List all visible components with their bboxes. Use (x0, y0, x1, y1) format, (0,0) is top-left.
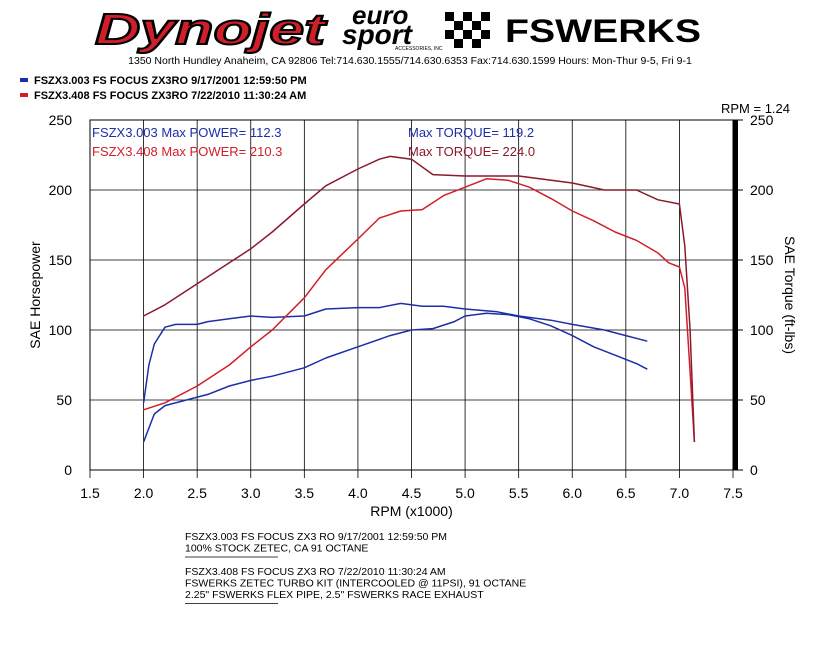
x-tick-label: 5.5 (509, 485, 529, 501)
y2-tick-label: 150 (750, 252, 774, 268)
address: 1350 North Hundley Anaheim, CA 92806 Tel… (128, 55, 692, 67)
x-tick-label: 3.0 (241, 485, 261, 501)
x-tick-label: 4.0 (348, 485, 368, 501)
annotation: Max TORQUE= 224.0 (408, 144, 535, 159)
legend-swatch (20, 93, 28, 97)
y2-axis-label: SAE Torque (ft-lbs) (782, 236, 798, 354)
y-tick-label: 100 (49, 322, 73, 338)
x-tick-label: 6.5 (616, 485, 636, 501)
note-line: FSZX3.003 FS FOCUS ZX3 RO 9/17/2001 12:5… (185, 531, 447, 543)
y2-tick-label: 50 (750, 392, 766, 408)
y2-tick-label: 0 (750, 462, 758, 478)
note-line: 100% STOCK ZETEC, CA 91 OCTANE (185, 543, 368, 555)
x-tick-label: 3.5 (295, 485, 315, 501)
annotation: FSZX3.003 Max POWER= 112.3 (92, 125, 281, 140)
x-tick-label: 6.0 (563, 485, 583, 501)
series-line (143, 178, 696, 443)
checker-flag (445, 12, 490, 48)
note-line: 2.25" FSWERKS FLEX PIPE, 2.5" FSWERKS RA… (185, 589, 484, 601)
y-tick-label: 0 (64, 462, 72, 478)
legend-swatch (20, 78, 28, 82)
legend-text: FSZX3.408 FS FOCUS ZX3RO 7/22/2010 11:30… (34, 90, 306, 102)
logo-fswerks: FSWERKS (505, 13, 701, 49)
y2-tick-label: 100 (750, 322, 774, 338)
logo-accessories: ACCESSORIES, INC (395, 46, 443, 52)
right-axis-bar (733, 120, 738, 470)
series-line (143, 155, 696, 443)
y-axis-label: SAE Horsepower (27, 241, 43, 349)
logo-euro: euro (352, 0, 408, 30)
x-tick-label: 1.5 (80, 485, 100, 501)
x-axis-label: RPM (x1000) (370, 503, 452, 519)
annotation: FSZX3.408 Max POWER= 210.3 (92, 144, 282, 159)
series-line (142, 312, 648, 443)
annotation: Max TORQUE= 119.2 (408, 125, 534, 140)
legend-text: FSZX3.003 FS FOCUS ZX3RO 9/17/2001 12:59… (34, 75, 307, 87)
note-line: FSZX3.408 FS FOCUS ZX3 RO 7/22/2010 11:3… (185, 566, 446, 578)
note-line: FSWERKS ZETEC TURBO KIT (INTERCOOLED @ 1… (185, 578, 526, 590)
y-tick-label: 50 (56, 392, 72, 408)
x-tick-label: 4.5 (402, 485, 422, 501)
x-tick-label: 2.0 (134, 485, 154, 501)
x-tick-label: 5.0 (455, 485, 475, 501)
x-tick-label: 7.5 (723, 485, 743, 501)
y-tick-label: 200 (49, 182, 73, 198)
x-tick-label: 7.0 (670, 485, 690, 501)
logo-dynojet: Dynojet (95, 5, 328, 54)
rpm-note: RPM = 1.24 (721, 101, 790, 116)
x-tick-label: 2.5 (187, 485, 207, 501)
y2-tick-label: 250 (750, 112, 774, 128)
series-line (142, 302, 648, 403)
y-tick-label: 150 (49, 252, 73, 268)
y-tick-label: 250 (49, 112, 73, 128)
y2-tick-label: 200 (750, 182, 774, 198)
logo-sport: sport (342, 19, 414, 50)
